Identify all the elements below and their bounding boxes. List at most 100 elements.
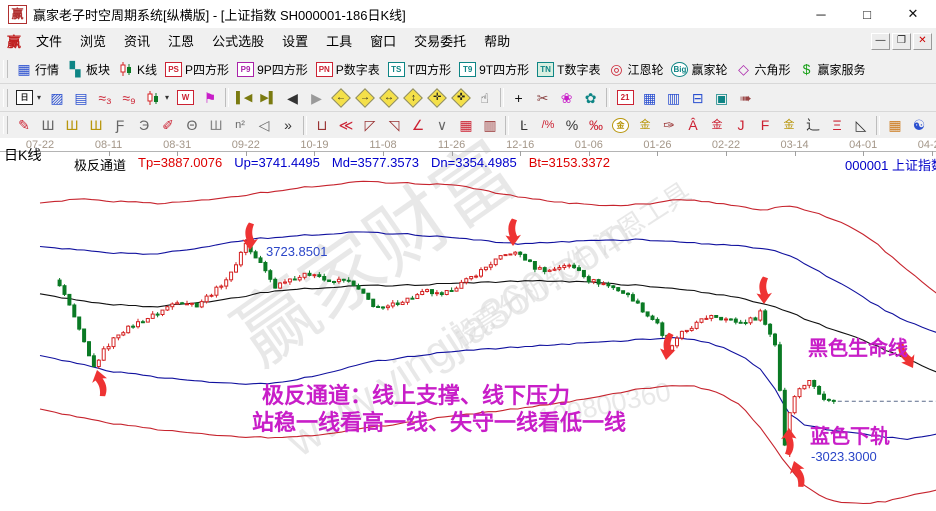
f-comb-button[interactable]: Ƒ: [108, 113, 132, 137]
infinity-button[interactable]: ∞: [931, 113, 936, 137]
box-tool-button[interactable]: ⊔: [310, 113, 334, 137]
fan-shade-button[interactable]: ◹: [382, 113, 406, 137]
window-minimize-button[interactable]: ─: [816, 6, 826, 22]
child-minimize-button[interactable]: —: [871, 33, 890, 50]
tick-comb-button[interactable]: Ш: [204, 113, 228, 137]
clock-comb-button[interactable]: Θ: [180, 113, 204, 137]
child-close-button[interactable]: ✕: [913, 33, 932, 50]
pen-bar-button[interactable]: ✑: [657, 113, 681, 137]
walk-angle-button[interactable]: 辶: [801, 113, 825, 137]
kline-button[interactable]: K线: [114, 57, 161, 81]
p-number-table-button[interactable]: PN P数字表: [312, 57, 384, 81]
pct-slash-button[interactable]: /%: [536, 113, 560, 137]
order-cart-button[interactable]: ➠: [734, 86, 758, 110]
t-number-table-button[interactable]: TN T数字表: [533, 57, 604, 81]
wave-9-button[interactable]: ≈₉: [117, 86, 141, 110]
next-bar-button[interactable]: ▶: [305, 86, 329, 110]
calendar-button[interactable]: 21: [613, 86, 638, 110]
festival-tool-button[interactable]: ❀: [555, 86, 579, 110]
cut-tool-button[interactable]: ✂: [531, 86, 555, 110]
menu-item-0[interactable]: 文件: [36, 34, 63, 49]
9t-square-button[interactable]: T9 9T四方形: [455, 57, 533, 81]
prev-bar-button[interactable]: ◀: [281, 86, 305, 110]
child-restore-button[interactable]: ❐: [892, 33, 911, 50]
menu-item-8[interactable]: 交易委托: [414, 34, 467, 49]
gann-fan-button[interactable]: ≪: [334, 113, 358, 137]
menu-item-3[interactable]: 江恩: [168, 34, 195, 49]
brush-button[interactable]: ✎: [12, 113, 36, 137]
permille-button[interactable]: ‰: [584, 113, 608, 137]
color-grid-button[interactable]: ▦: [883, 113, 907, 137]
percent-button[interactable]: %: [560, 113, 584, 137]
save-button[interactable]: ⊟: [686, 86, 710, 110]
tb2-drag-handle[interactable]: [3, 88, 8, 107]
red-pencil-button[interactable]: ✐: [156, 113, 180, 137]
zoom-horizontal-button[interactable]: ↔: [377, 86, 401, 110]
candle-style-button[interactable]: ▾: [141, 86, 173, 110]
gold-red-line-button[interactable]: 金: [705, 113, 729, 137]
window-close-button[interactable]: ✕: [907, 6, 919, 21]
winner-service-button[interactable]: $ 赢家服务: [795, 57, 870, 81]
angle-fan-button[interactable]: ∠: [406, 113, 430, 137]
a-wave-button[interactable]: Â: [681, 113, 705, 137]
more-tools-button[interactable]: »: [276, 113, 300, 137]
menu-item-4[interactable]: 公式选股: [212, 34, 265, 49]
wave-count-button[interactable]: W: [173, 86, 198, 110]
first-bar-button[interactable]: ▌◀: [232, 86, 256, 110]
gold-comb-1-button[interactable]: Ш: [60, 113, 84, 137]
pc-data-button[interactable]: ▣: [710, 86, 734, 110]
menu-item-1[interactable]: 浏览: [80, 34, 107, 49]
bar-l-tool-button[interactable]: Ŀ: [512, 113, 536, 137]
j-angle-button[interactable]: J: [729, 113, 753, 137]
zoom-vertical-button[interactable]: ↕: [401, 86, 425, 110]
quotes-button[interactable]: ▦ 行情: [12, 57, 63, 81]
pan-left-button[interactable]: ←: [329, 86, 353, 110]
angle-tool-button[interactable]: ◁: [252, 113, 276, 137]
curve-comb-button[interactable]: Э: [132, 113, 156, 137]
menu-item-7[interactable]: 窗口: [370, 34, 397, 49]
9p-square-button[interactable]: P9 9P四方形: [233, 57, 312, 81]
menu-item-6[interactable]: 工具: [326, 34, 353, 49]
report-button[interactable]: ▥: [662, 86, 686, 110]
v-lines-button[interactable]: ∨: [430, 113, 454, 137]
gold-angle-button[interactable]: 金: [777, 113, 801, 137]
window-layout-button[interactable]: ▨: [45, 86, 69, 110]
sectors-button[interactable]: ▚ 板块: [63, 57, 114, 81]
n2-comb-button[interactable]: n²: [228, 113, 252, 137]
fit-all-button[interactable]: ✜: [449, 86, 473, 110]
gold-circle-button[interactable]: 金: [608, 113, 633, 137]
chart-area[interactable]: 赢家财富 www.yingjia360.com 股票分析软件 江恩工具 1008003…: [0, 138, 936, 511]
yin-yang-button[interactable]: ☯: [907, 113, 931, 137]
period-daily-button[interactable]: 日 ▾: [12, 86, 45, 110]
f-angle-button[interactable]: F: [753, 113, 777, 137]
crosshair-button[interactable]: +: [507, 86, 531, 110]
red-grid-button[interactable]: ▦: [454, 113, 478, 137]
gann-wheel-button[interactable]: ◎ 江恩轮: [604, 57, 667, 81]
tb1-drag-handle[interactable]: [3, 60, 8, 78]
last-bar-button[interactable]: ▶▌: [256, 86, 280, 110]
wave-3-button[interactable]: ≈₃: [93, 86, 117, 110]
gold-line-button[interactable]: 金: [633, 113, 657, 137]
bar-grid-button[interactable]: ▥: [478, 113, 502, 137]
window-maximize-button[interactable]: □: [863, 6, 871, 22]
fan-box-button[interactable]: ◸: [358, 113, 382, 137]
comb-button[interactable]: Ш: [36, 113, 60, 137]
p-square-button[interactable]: PS P四方形: [161, 57, 233, 81]
info-note-button[interactable]: ▤: [69, 86, 93, 110]
calculator-button[interactable]: ▦: [638, 86, 662, 110]
flag-tool-button[interactable]: ⚑: [198, 86, 222, 110]
hexagon-button[interactable]: ◇ 六角形: [732, 57, 795, 81]
menu-item-2[interactable]: 资讯: [124, 34, 151, 49]
dense-angle-button[interactable]: Ξ: [825, 113, 849, 137]
pan-right-button[interactable]: →: [353, 86, 377, 110]
tri-angle-button[interactable]: ◺: [849, 113, 873, 137]
zoom-all-button[interactable]: ✛: [425, 86, 449, 110]
hand-tool-button[interactable]: ☝: [473, 86, 497, 110]
knot-tool-button[interactable]: ✿: [579, 86, 603, 110]
tb3-drag-handle[interactable]: [3, 116, 8, 134]
t-square-button[interactable]: TS T四方形: [384, 57, 455, 81]
winner-wheel-button[interactable]: Big 赢家轮: [667, 57, 731, 81]
gold-comb-2-button[interactable]: Ш: [84, 113, 108, 137]
menu-item-5[interactable]: 设置: [282, 34, 309, 49]
